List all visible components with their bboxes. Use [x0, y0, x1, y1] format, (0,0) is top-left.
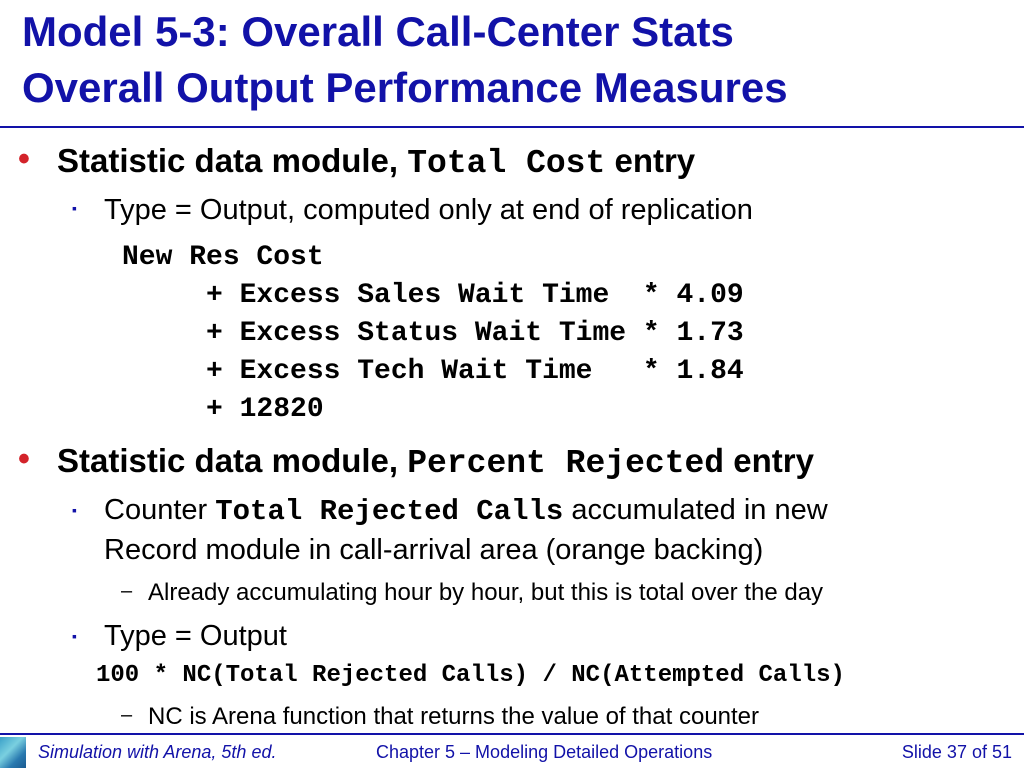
square-bullet-icon: ▪: [72, 628, 77, 644]
square-bullet-icon: ▪: [72, 200, 77, 216]
section1-heading: Statistic data module, Total Cost entry: [57, 142, 696, 182]
footer-chapter: Chapter 5 – Modeling Detailed Operations: [376, 742, 713, 762]
dash-bullet-icon: –: [121, 704, 133, 726]
counter-code: Total Rejected Calls: [215, 495, 564, 528]
slide-title: Model 5-3: Overall Call-Center Stats Ove…: [22, 4, 1012, 116]
section2-type-text: Type = Output: [104, 620, 287, 652]
section2-code: Percent Rejected: [407, 445, 725, 482]
section2-heading: Statistic data module, Percent Rejected …: [57, 442, 814, 482]
section2-accumulating-note: Already accumulating hour by hour, but t…: [148, 579, 824, 606]
cost-formula-line: + Excess Tech Wait Time * 1.84: [122, 356, 744, 387]
footer-divider: [0, 733, 1024, 735]
section2-counter-text: Counter Total Rejected Calls accumulated…: [104, 494, 828, 528]
cost-formula-line: + Excess Status Wait Time * 1.73: [122, 318, 744, 349]
dash-bullet-icon: –: [121, 580, 133, 602]
cost-formula-line: New Res Cost: [122, 242, 324, 273]
section2-nc-note: NC is Arena function that returns the va…: [148, 703, 760, 730]
cost-formula-line: + 12820: [122, 394, 324, 425]
bullet-icon: •: [18, 440, 30, 478]
footer-slide-number: Slide 37 of 51: [901, 742, 1012, 762]
slide-title-line2: Overall Output Performance Measures: [22, 64, 788, 111]
slide-footer: Simulation with Arena, 5th ed. Chapter 5…: [0, 735, 1024, 768]
section1-code: Total Cost: [407, 145, 606, 182]
bullet-icon: •: [18, 140, 30, 178]
footer-book-title: Simulation with Arena, 5th ed.: [38, 742, 277, 762]
percent-formula-line: 100 * NC(Total Rejected Calls) / NC(Atte…: [96, 662, 845, 689]
arena-logo-icon: [0, 737, 26, 768]
section2-counter-text-line2: Record module in call-arrival area (oran…: [104, 534, 764, 566]
square-bullet-icon: ▪: [72, 502, 77, 518]
cost-formula-line: + Excess Sales Wait Time * 4.09: [122, 280, 744, 311]
section1-type-text: Type = Output, computed only at end of r…: [104, 194, 753, 226]
title-divider: [0, 126, 1024, 128]
slide-title-line1: Model 5-3: Overall Call-Center Stats: [22, 8, 734, 55]
